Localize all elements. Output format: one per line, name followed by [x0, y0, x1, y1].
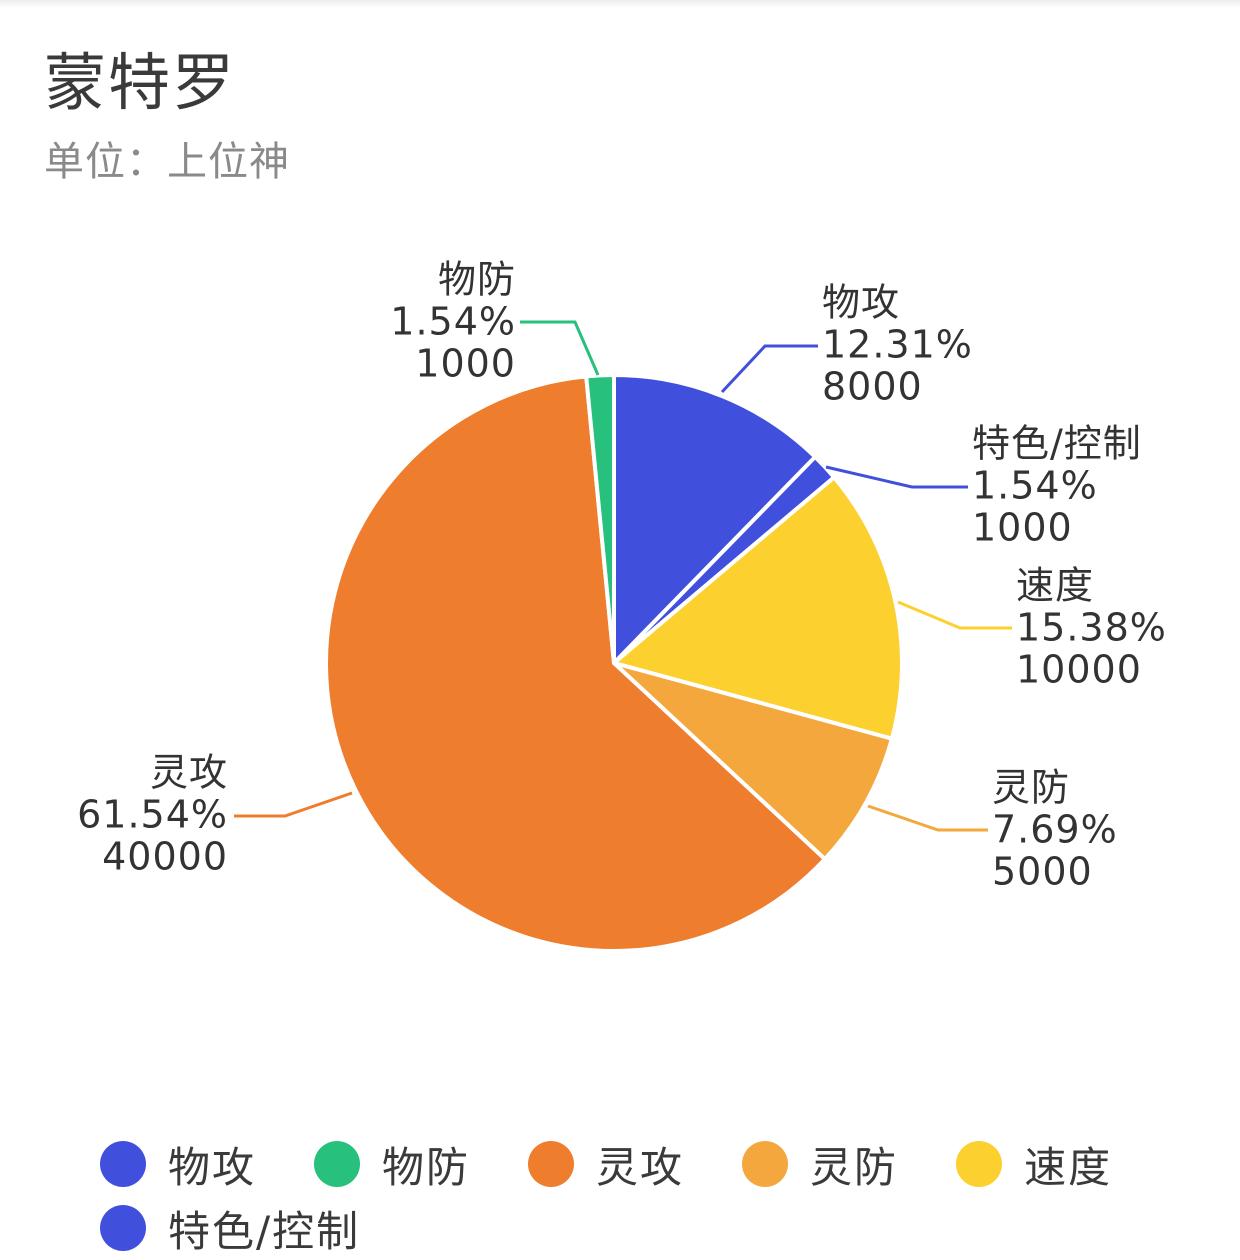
slice-label-name: 速度: [1016, 564, 1094, 608]
legend-item[interactable]: 灵防: [742, 1132, 898, 1196]
legend-item[interactable]: 物攻: [100, 1132, 256, 1196]
label-leader-line: [720, 344, 818, 394]
label-leader-line: [520, 320, 600, 376]
pie-slice[interactable]: [612, 475, 904, 741]
chart-subtitle: 单位：上位神: [44, 139, 290, 185]
legend-label: 灵防: [810, 1142, 899, 1192]
legend-label: 物防: [382, 1142, 471, 1192]
label-leader-line: [897, 600, 1012, 630]
legend-item[interactable]: 物防: [314, 1132, 470, 1196]
slice-label-percent: 12.31%: [822, 323, 973, 367]
legend-item[interactable]: 特色/控制: [100, 1196, 360, 1260]
legend-swatch: [100, 1141, 146, 1187]
slice-label-name: 特色/控制: [972, 422, 1142, 466]
legend-swatch: [314, 1141, 361, 1187]
slice-label-name: 灵防: [992, 766, 1070, 810]
slice-label-value: 8000: [822, 365, 923, 409]
pie-slice[interactable]: [584, 372, 616, 665]
legend-label: 物攻: [168, 1142, 257, 1192]
pie-chart: 物攻12.31%8000特色/控制1.54%1000速度15.38%10000灵…: [77, 258, 1167, 953]
legend-label: 速度: [1024, 1142, 1113, 1192]
top-edge-shadow: [0, 0, 1240, 8]
slice-label-percent: 7.69%: [992, 808, 1118, 852]
slice-label-name: 物攻: [822, 281, 900, 325]
pie-slice[interactable]: [612, 661, 894, 862]
legend-swatch: [742, 1141, 789, 1187]
legend-label: 特色/控制: [168, 1206, 361, 1256]
slice-label-name: 灵攻: [150, 751, 228, 795]
label-leader-line: [234, 791, 353, 818]
slice-label-value: 1000: [972, 506, 1073, 550]
legend-swatch: [100, 1205, 146, 1251]
legend-item[interactable]: 速度: [956, 1132, 1112, 1196]
legend-swatch: [528, 1141, 575, 1187]
slice-label-value: 5000: [992, 850, 1093, 894]
slice-label-percent: 15.38%: [1016, 606, 1167, 650]
legend-label: 灵攻: [596, 1142, 685, 1192]
label-leader-line: [825, 465, 968, 489]
slice-label-percent: 1.54%: [390, 300, 516, 344]
chart-legend: 物攻 物防 灵攻 灵防 速度特色/控制: [100, 1132, 1180, 1260]
pie-slice[interactable]: [324, 374, 827, 953]
slice-label-percent: 1.54%: [972, 464, 1098, 508]
pie-slice[interactable]: [612, 373, 818, 665]
slice-label-value: 1000: [415, 342, 516, 386]
slice-label-name: 物防: [438, 258, 516, 302]
slice-label-value: 10000: [1016, 648, 1142, 692]
legend-item[interactable]: 灵攻: [528, 1132, 684, 1196]
slice-label-value: 40000: [102, 835, 228, 879]
slice-label-percent: 61.54%: [77, 793, 228, 837]
label-leader-line: [867, 804, 988, 832]
legend-swatch: [956, 1141, 1003, 1187]
chart-title: 蒙特罗: [44, 46, 237, 119]
